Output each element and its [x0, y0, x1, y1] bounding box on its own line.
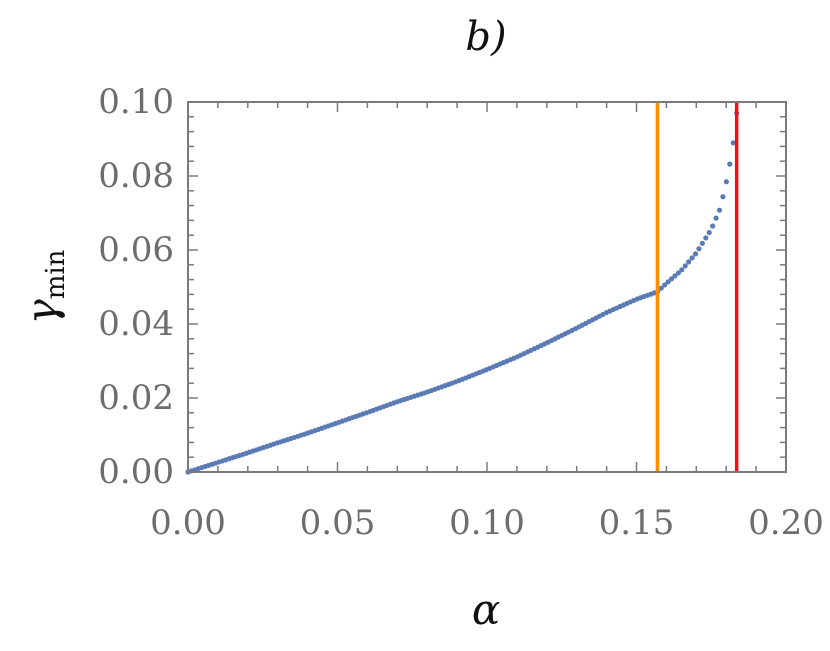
x-axis-label: α [472, 585, 500, 634]
y-tick-label: 0.04 [98, 304, 174, 344]
x-tick-label: 0.15 [599, 503, 675, 543]
vertical-lines [655, 102, 739, 472]
data-point [699, 240, 705, 246]
plot-frame [187, 101, 787, 473]
data-point [658, 285, 664, 291]
y-axis-label: γmin [17, 249, 71, 324]
y-tick-label: 0.08 [98, 156, 174, 196]
data-point [727, 161, 733, 167]
data-point [662, 282, 668, 288]
chart-title-text: b) [465, 14, 506, 60]
data-points [185, 110, 740, 475]
axis-ticks [187, 101, 787, 473]
data-point [723, 179, 729, 185]
data-point [713, 215, 719, 221]
data-point [682, 263, 688, 269]
y-tick-label: 0.02 [98, 378, 174, 418]
data-point [716, 207, 723, 213]
tick-labels: 0.00 0.05 0.10 0.15 0.20 0.00 0.02 0.04 0.06 0.08… [98, 82, 824, 543]
y-axis-label-sub: min [41, 249, 71, 299]
data-point [710, 223, 716, 229]
y-tick-label: 0.06 [98, 230, 174, 270]
data-point [692, 251, 699, 257]
data-point [696, 246, 702, 252]
x-tick-label: 0.10 [449, 503, 525, 543]
svg-text:γmin: γmin [17, 249, 71, 324]
data-point [689, 255, 695, 261]
data-point [720, 194, 726, 200]
data-point [730, 140, 736, 146]
x-tick-label: 0.00 [150, 503, 226, 543]
data-point [668, 276, 675, 282]
x-tick-label: 0.05 [300, 503, 376, 543]
data-point [703, 235, 709, 241]
y-tick-label: 0.10 [98, 82, 174, 122]
data-point [686, 259, 692, 265]
data-point [675, 270, 681, 276]
data-point [679, 267, 685, 273]
y-tick-label: 0.00 [98, 452, 174, 492]
y-axis-label-main: γ [17, 298, 66, 324]
data-point [672, 273, 678, 279]
data-point [665, 279, 671, 285]
x-tick-label: 0.20 [748, 503, 824, 543]
data-point [706, 229, 712, 236]
chart-title: b) [465, 14, 506, 60]
